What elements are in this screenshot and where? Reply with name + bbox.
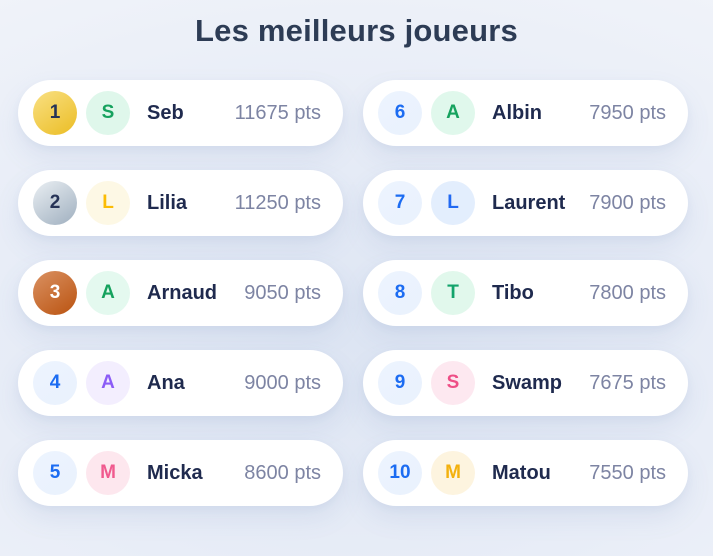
rank-badge: 8 xyxy=(378,271,422,315)
player-avatar: A xyxy=(86,271,130,315)
player-name: Arnaud xyxy=(147,281,217,304)
player-points: 9050 pts xyxy=(244,281,321,304)
player-avatar: L xyxy=(431,181,475,225)
player-avatar: A xyxy=(86,361,130,405)
player-name: Seb xyxy=(147,101,184,124)
player-card: 9 S Swamp 7675 pts xyxy=(363,350,688,416)
rank-badge: 4 xyxy=(33,361,77,405)
player-avatar: S xyxy=(431,361,475,405)
player-avatar: A xyxy=(431,91,475,135)
rank-badge: 7 xyxy=(378,181,422,225)
player-points: 8600 pts xyxy=(244,461,321,484)
rank-badge-bronze: 3 xyxy=(33,271,77,315)
player-card: 1 S Seb 11675 pts xyxy=(18,80,343,146)
page-title: Les meilleurs joueurs xyxy=(195,13,518,48)
player-name: Laurent xyxy=(492,191,566,214)
player-name: Matou xyxy=(492,461,551,484)
player-name: Ana xyxy=(147,371,185,394)
player-card: 7 L Laurent 7900 pts xyxy=(363,170,688,236)
player-card: 6 A Albin 7950 pts xyxy=(363,80,688,146)
player-points: 9000 pts xyxy=(244,371,321,394)
player-points: 11675 pts xyxy=(234,101,321,124)
player-name: Lilia xyxy=(147,191,188,214)
player-points: 7675 pts xyxy=(589,371,666,394)
player-name: Swamp xyxy=(492,371,563,394)
player-points: 7800 pts xyxy=(589,281,666,304)
player-card: 8 T Tibo 7800 pts xyxy=(363,260,688,326)
player-card: 3 A Arnaud 9050 pts xyxy=(18,260,343,326)
player-name: Micka xyxy=(147,461,203,484)
rank-badge: 6 xyxy=(378,91,422,135)
player-card: 2 L Lilia 11250 pts xyxy=(18,170,343,236)
player-name: Albin xyxy=(492,101,542,124)
player-points: 7900 pts xyxy=(589,191,666,214)
player-points: 7950 pts xyxy=(589,101,666,124)
leaderboard-grid: 1 S Seb 11675 pts 2 L Lilia 11250 pts 3 … xyxy=(0,80,713,506)
player-card: 10 M Matou 7550 pts xyxy=(363,440,688,506)
rank-badge: 9 xyxy=(378,361,422,405)
player-avatar: M xyxy=(431,451,475,495)
rank-badge: 10 xyxy=(378,451,422,495)
player-name: Tibo xyxy=(492,281,534,304)
player-avatar: T xyxy=(431,271,475,315)
player-avatar: M xyxy=(86,451,130,495)
player-avatar: S xyxy=(86,91,130,135)
player-card: 5 M Micka 8600 pts xyxy=(18,440,343,506)
player-points: 11250 pts xyxy=(234,191,321,214)
player-avatar: L xyxy=(86,181,130,225)
player-points: 7550 pts xyxy=(589,461,666,484)
player-card: 4 A Ana 9000 pts xyxy=(18,350,343,416)
rank-badge: 5 xyxy=(33,451,77,495)
rank-badge-silver: 2 xyxy=(33,181,77,225)
rank-badge-gold: 1 xyxy=(33,91,77,135)
